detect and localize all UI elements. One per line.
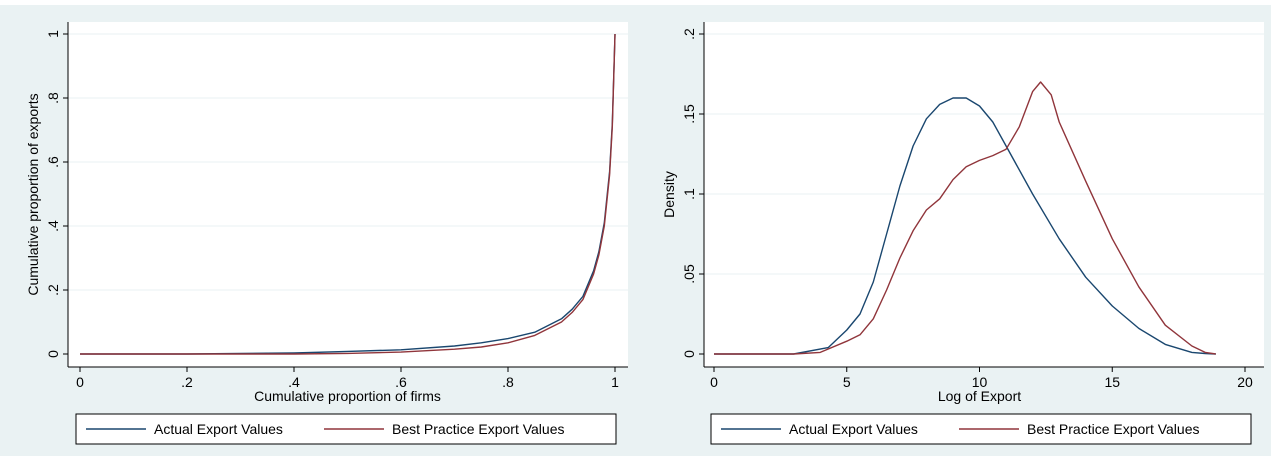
right-y-tick-label: .1	[681, 188, 697, 200]
left-x-axis-title: Cumulative proportion of firms	[254, 388, 441, 404]
right-x-tick-label: 15	[1104, 374, 1120, 390]
right-x-tick-label: 0	[710, 374, 718, 390]
right-legend-label-best-practice: Best Practice Export Values	[1027, 421, 1199, 437]
chart-left: 0 .2 .4 .6 .8 1 0 .2 .4 .6 .8 1 Cumulative proportio…	[0, 5, 637, 456]
left-legend-label-actual: Actual Export Values	[154, 421, 283, 437]
left-x-tick-label: .8	[502, 374, 514, 390]
left-y-tick-label: .2	[45, 284, 61, 296]
left-series-line-best-practice	[80, 33, 616, 355]
left-y-tick-label: 1	[45, 30, 61, 38]
left-x-tick-label: .4	[288, 374, 300, 390]
right-series-line-actual	[714, 97, 1216, 355]
left-x-tick-label: 1	[611, 374, 619, 390]
chart-left-svg: 0 .2 .4 .6 .8 1 0 .2 .4 .6 .8 1 Cumulative proportio…	[0, 5, 637, 456]
right-x-tick-label: 10	[972, 374, 988, 390]
left-y-axis-title: Cumulative proportion of exports	[25, 93, 41, 295]
right-series-line-best-practice	[714, 81, 1216, 355]
right-legend-label-actual: Actual Export Values	[789, 421, 918, 437]
right-y-tick-label: .2	[681, 28, 697, 40]
left-y-tick-label: 0	[45, 350, 61, 358]
left-y-tick-label: .8	[45, 92, 61, 104]
right-y-tick-label: 0	[681, 350, 697, 358]
right-y-axis-title: Density	[661, 171, 677, 218]
chart-right-svg: 0 .05 .1 .15 .2 0 5 10 15 20 Log of Export Density A…	[637, 5, 1271, 456]
right-y-tick-label: .15	[681, 104, 697, 124]
left-x-tick-label: .6	[395, 374, 407, 390]
right-x-axis-title: Log of Export	[938, 388, 1021, 404]
chart-right: 0 .05 .1 .15 .2 0 5 10 15 20 Log of Export Density A…	[637, 0, 1274, 461]
left-plot-area	[68, 22, 628, 367]
right-y-tick-label: .05	[681, 264, 697, 284]
left-x-tick-label: .2	[181, 374, 193, 390]
right-x-tick-label: 5	[843, 374, 851, 390]
right-x-tick-label: 20	[1237, 374, 1253, 390]
left-x-tick-label: 0	[76, 374, 84, 390]
left-legend-label-best-practice: Best Practice Export Values	[392, 421, 564, 437]
left-y-tick-label: .6	[45, 156, 61, 168]
left-y-tick-label: .4	[45, 220, 61, 232]
